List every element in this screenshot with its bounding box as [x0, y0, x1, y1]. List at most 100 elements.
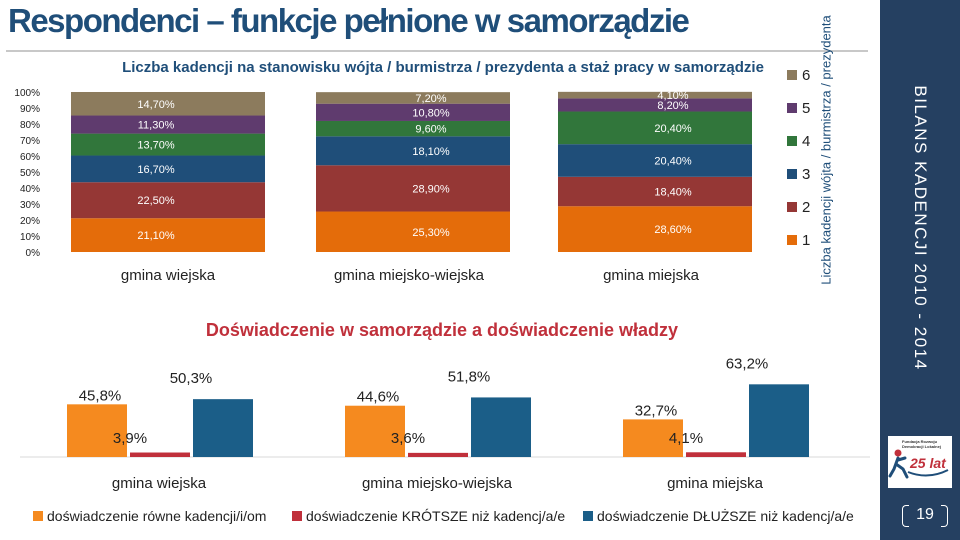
- legend-label: doświadczenie DŁUŻSZE niż kadencj/a/e: [597, 507, 854, 524]
- segment-label: 11,30%: [138, 120, 175, 132]
- legend-label: 4: [802, 133, 810, 150]
- legend-label: doświadczenie równe kadencji/i/om: [47, 508, 266, 524]
- segment-label: 18,10%: [412, 146, 450, 158]
- legend-swatch: [292, 511, 302, 521]
- segment-label: 28,60%: [654, 224, 692, 236]
- stacked-segment: [558, 176, 752, 207]
- category-label: gmina miejska: [603, 267, 700, 284]
- bar-value-label: 51,8%: [448, 368, 491, 385]
- y-tick-label: 20%: [20, 216, 40, 227]
- bar-value-label: 3,9%: [113, 430, 147, 447]
- category-label: gmina miejsko-wiejska: [362, 475, 513, 492]
- bar-value-label: 44,6%: [357, 389, 400, 406]
- legend-title: Liczba kadencji wójta / burmistrza / pre…: [819, 15, 834, 285]
- legend-label: doświadczenie KRÓTSZE niż kadencj/a/e: [306, 508, 565, 524]
- segment-label: 28,90%: [412, 183, 450, 195]
- chart1-title: Liczba kadencji na stanowisku wójta / bu…: [122, 59, 764, 76]
- stacked-segment: [71, 92, 265, 116]
- bar-value-label: 32,7%: [635, 402, 678, 419]
- grouped-bar: [686, 452, 746, 457]
- y-tick-label: 30%: [20, 200, 40, 211]
- logo-figure-icon: 25 lat: [888, 449, 949, 479]
- y-tick-label: 60%: [20, 152, 40, 163]
- legend-label: 2: [802, 199, 810, 216]
- grouped-bar: [408, 452, 468, 457]
- segment-label: 10,80%: [412, 107, 450, 119]
- stacked-segment: [558, 91, 752, 99]
- segment-label: 21,10%: [137, 230, 175, 242]
- grouped-bar: [623, 419, 683, 457]
- segment-label: 18,40%: [654, 187, 692, 199]
- legend-swatch: [787, 70, 797, 80]
- grouped-bar: [67, 404, 127, 457]
- stacked-segment: [316, 120, 510, 137]
- legend-swatch: [787, 235, 797, 245]
- segment-label: 4,10%: [657, 90, 688, 102]
- stacked-segment: [558, 206, 752, 252]
- grouped-bar: [749, 384, 809, 457]
- segment-label: 13,70%: [137, 140, 175, 152]
- foundation-logo: 25 lat Fundacja Rozwoju Demokracji Lokal…: [888, 436, 952, 488]
- grouped-bar-chart: Doświadczenie w samorządzie a doświadcze…: [20, 320, 870, 524]
- legend-swatch: [787, 136, 797, 146]
- stacked-segment: [71, 115, 265, 134]
- grouped-bar: [193, 399, 253, 457]
- grouped-bar: [130, 452, 190, 457]
- segment-label: 22,50%: [137, 195, 175, 207]
- legend-title-text: Liczba kadencji wójta / burmistrza / pre…: [818, 15, 834, 285]
- slide-title: Respondenci – funkcje pełnione w samorzą…: [8, 2, 690, 39]
- y-tick-label: 80%: [20, 120, 40, 131]
- stacked-segment: [558, 98, 752, 112]
- y-tick-label: 100%: [14, 88, 40, 99]
- grouped-bar: [345, 405, 405, 457]
- stacked-segment: [71, 182, 265, 219]
- segment-label: 9,60%: [415, 124, 446, 136]
- category-label: gmina wiejska: [121, 267, 216, 284]
- stacked-segment: [316, 103, 510, 121]
- y-tick-label: 40%: [20, 184, 40, 195]
- y-tick-label: 90%: [20, 104, 40, 115]
- legend-swatch: [33, 511, 43, 521]
- stacked-segment: [558, 144, 752, 177]
- stacked-segment: [316, 211, 510, 252]
- bar-value-label: 50,3%: [170, 370, 213, 387]
- legend-label: 5: [802, 100, 810, 117]
- stacked-segment: [316, 165, 510, 212]
- stacked-segment: [316, 136, 510, 166]
- segment-label: 7,20%: [415, 93, 446, 105]
- segment-label: 25,30%: [412, 227, 450, 239]
- logo-caption: Fundacja Rozwoju Demokracji Lokalnej: [902, 439, 941, 449]
- title-divider: [6, 50, 868, 52]
- segment-label: 20,40%: [654, 155, 692, 167]
- legend-label: 6: [802, 67, 810, 84]
- legend-swatch: [787, 202, 797, 212]
- category-label: gmina miejsko-wiejska: [334, 267, 485, 284]
- stacked-bar-chart: Liczba kadencji na stanowisku wójta / bu…: [14, 59, 810, 284]
- bar-value-label: 4,1%: [669, 430, 703, 447]
- legend-label: 3: [802, 166, 810, 183]
- y-tick-label: 0%: [26, 248, 41, 259]
- bar-value-label: 63,2%: [726, 355, 769, 372]
- stacked-segment: [71, 155, 265, 183]
- category-label: gmina miejska: [667, 475, 764, 492]
- legend-swatch: [787, 169, 797, 179]
- grouped-bar: [471, 397, 531, 457]
- segment-label: 8,20%: [657, 100, 688, 112]
- stacked-segment: [71, 133, 265, 156]
- sidebar-caption: BILANS KADENCJI 2010 - 2014: [911, 85, 930, 371]
- bar-value-label: 3,6%: [391, 430, 425, 447]
- segment-label: 20,40%: [654, 123, 692, 135]
- legend-label: 1: [802, 232, 810, 249]
- chart2-title: Doświadczenie w samorządzie a doświadcze…: [206, 320, 678, 340]
- y-tick-label: 50%: [20, 168, 40, 179]
- legend-swatch: [583, 511, 593, 521]
- y-tick-label: 10%: [20, 232, 40, 243]
- segment-label: 14,70%: [137, 99, 175, 111]
- stacked-segment: [316, 92, 510, 104]
- stacked-segment: [71, 218, 265, 252]
- legend-swatch: [787, 103, 797, 113]
- stacked-segment: [558, 111, 752, 145]
- category-label: gmina wiejska: [112, 475, 207, 492]
- segment-label: 16,70%: [137, 164, 175, 176]
- logo-mark: 25 lat: [909, 455, 947, 471]
